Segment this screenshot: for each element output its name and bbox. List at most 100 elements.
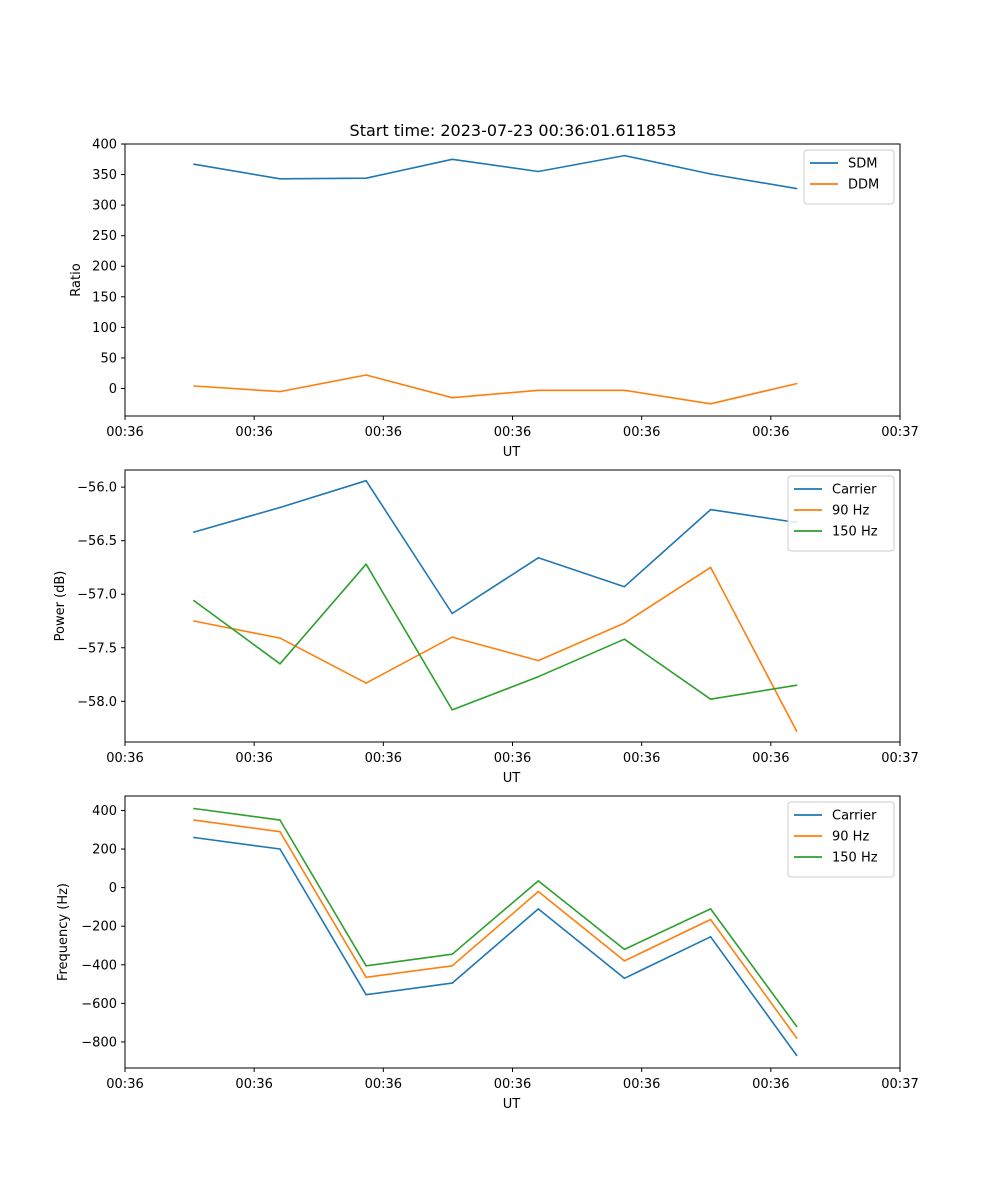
legend-label: 150 Hz	[832, 851, 878, 866]
data-point	[279, 178, 281, 180]
x-tick-label: 00:36	[106, 751, 143, 766]
data-point	[193, 599, 195, 602]
data-point	[451, 982, 454, 984]
data-point	[795, 382, 798, 385]
data-point	[623, 154, 626, 157]
data-point	[365, 479, 367, 482]
data-point	[709, 908, 712, 910]
data-point	[279, 663, 281, 665]
y-axis-label: Ratio	[69, 263, 84, 296]
data-point	[193, 531, 195, 533]
data-point	[279, 819, 281, 821]
legend-box	[787, 475, 895, 552]
data-point	[709, 402, 712, 405]
data-point	[193, 807, 195, 810]
x-tick-label: 00:37	[881, 751, 918, 766]
data-point	[537, 659, 540, 662]
legend-label: 90 Hz	[832, 504, 869, 519]
data-point	[709, 508, 712, 511]
y-tick-label: −58.0	[77, 695, 117, 710]
data-point	[623, 622, 626, 624]
y-tick-label: −400	[81, 958, 117, 973]
x-tick-label: 00:36	[235, 425, 272, 440]
x-tick-label: 00:37	[881, 425, 918, 440]
data-point	[537, 908, 540, 910]
legend-box	[787, 801, 895, 878]
data-point	[537, 675, 540, 678]
data-point	[193, 385, 195, 387]
x-tick-label: 00:36	[623, 751, 660, 766]
data-point	[537, 170, 540, 173]
data-point	[279, 390, 281, 393]
data-point	[795, 187, 798, 190]
data-point	[451, 964, 454, 967]
legend: Carrier 90 Hz 150 Hz	[787, 801, 895, 878]
data-point	[709, 936, 712, 938]
data-point	[193, 819, 195, 821]
data-point	[451, 953, 454, 955]
x-tick-label: 00:36	[235, 751, 272, 766]
x-tick-label: 00:36	[365, 1077, 402, 1092]
data-point	[623, 638, 626, 640]
data-point	[451, 396, 454, 399]
x-tick-label: 00:36	[623, 425, 660, 440]
x-tick-label: 00:36	[752, 425, 789, 440]
data-point	[365, 976, 367, 979]
y-tick-label: −200	[81, 920, 117, 935]
series-line-150-hz	[193, 563, 797, 711]
data-point	[451, 612, 454, 615]
x-tick-label: 00:36	[623, 1077, 660, 1092]
y-tick-label: 0	[109, 382, 117, 397]
y-tick-label: −56.0	[77, 481, 117, 496]
data-point	[537, 890, 540, 893]
y-tick-label: 300	[92, 199, 117, 214]
series-line-carrier	[193, 479, 797, 615]
y-tick-label: 100	[92, 321, 117, 336]
x-tick-label: 00:36	[106, 425, 143, 440]
data-point	[365, 177, 367, 180]
data-point	[623, 977, 626, 980]
y-tick-label: 0	[109, 881, 117, 896]
x-tick-label: 00:36	[494, 425, 531, 440]
x-axis-label: UT	[503, 445, 521, 460]
data-point	[451, 709, 454, 711]
figure-title: Start time: 2023-07-23 00:36:01.611853	[350, 121, 677, 140]
data-point	[623, 585, 626, 588]
y-tick-label: 150	[92, 290, 117, 305]
x-tick-label: 00:36	[106, 1077, 143, 1092]
y-tick-label: 200	[92, 843, 117, 858]
x-tick-label: 00:37	[881, 1077, 918, 1092]
data-point	[279, 848, 281, 850]
data-point	[365, 374, 367, 376]
legend-label: Carrier	[832, 809, 877, 824]
data-point	[451, 636, 454, 638]
y-tick-label: 400	[92, 138, 117, 153]
series-line-150-hz	[193, 807, 798, 1027]
series-line-ddm	[193, 374, 797, 405]
subplots: 00:36 00:36 00:36 00:36 00:36 00:36 00:37 400 35…	[53, 138, 919, 1113]
x-tick-label: 00:36	[365, 751, 402, 766]
x-tick-label: 00:36	[494, 751, 531, 766]
y-tick-label: 400	[92, 804, 117, 819]
data-point	[537, 880, 540, 882]
x-tick-label: 00:36	[365, 425, 402, 440]
y-tick-label: 200	[92, 260, 117, 275]
data-point	[365, 682, 367, 684]
x-tick-label: 00:36	[752, 751, 789, 766]
y-tick-label: 350	[92, 168, 117, 183]
data-point	[365, 993, 367, 996]
data-point	[193, 163, 195, 165]
legend: SDM DDM	[803, 149, 895, 205]
data-point	[537, 389, 540, 392]
data-point	[709, 918, 712, 921]
series-line-carrier	[193, 836, 798, 1056]
y-tick-label: −57.5	[77, 641, 117, 656]
data-point	[451, 158, 454, 161]
x-tick-label: 00:36	[752, 1077, 789, 1092]
data-point	[709, 698, 712, 700]
y-tick-label: −56.5	[77, 534, 117, 549]
y-tick-label: −600	[81, 997, 117, 1012]
y-axis-label: Power (dB)	[53, 571, 68, 642]
legend-label: DDM	[848, 178, 879, 193]
